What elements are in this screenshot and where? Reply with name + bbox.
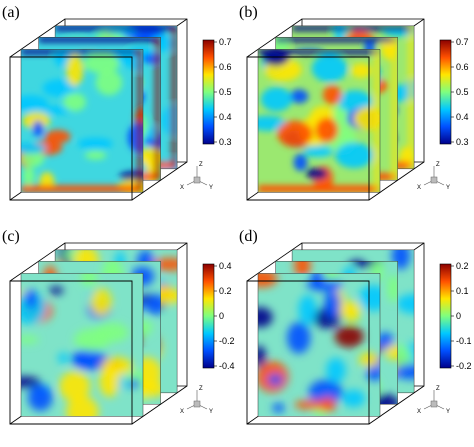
colorbar-tick-label: -0.4 [219, 361, 235, 371]
cube-figure: 0.2 0.1 0 -0.1 -0.2 Z X Y [246, 242, 472, 425]
cube-figure: 0.7 0.6 0.5 0.4 0.3 Z X Y [246, 18, 469, 201]
axis-z-label: Z [436, 162, 440, 168]
panel-d: (d) 0.2 0.1 0 -0.1 -0.2 Z X Y [237, 224, 474, 447]
axis-triad [186, 390, 208, 410]
colorbar-tick-label: -0.2 [219, 336, 235, 346]
panel-a: (a) 0.7 0.6 0.5 0.4 0.3 Z X Y [0, 0, 237, 223]
cube-front-edges [246, 56, 425, 201]
axis-x-label: X [417, 409, 421, 415]
colorbar: 0.7 0.6 0.5 0.4 0.3 [439, 37, 469, 147]
axis-z-label: Z [436, 386, 440, 392]
panel-label: (a) [2, 4, 20, 21]
panel-b: (b) 0.7 0.6 0.5 0.4 0.3 Z X Y [237, 0, 474, 223]
colorbar-tick-label: 0.1 [456, 286, 469, 296]
panel-label: (c) [2, 228, 20, 245]
axis-y-label: Y [209, 409, 213, 415]
cube-front-edges [9, 56, 188, 201]
colorbar-tick-label: 0.5 [219, 87, 232, 97]
panel-label: (b) [239, 4, 258, 21]
colorbar-tick-label: 0.4 [219, 112, 232, 122]
axis-x-label: X [417, 185, 421, 191]
axis-triad [423, 166, 445, 186]
colorbar-tick-label: 0 [219, 311, 224, 321]
colorbar-tick-label: 0.4 [456, 112, 469, 122]
axis-y-label: Y [209, 185, 213, 191]
axis-triad [186, 166, 208, 186]
colorbar-tick-label: 0.6 [219, 62, 232, 72]
slice-plane [258, 49, 380, 193]
panel-label: (d) [239, 228, 258, 245]
slice-plane [21, 273, 143, 417]
colorbar-tick-label: 0.2 [219, 286, 232, 296]
cube-front-edges [9, 280, 188, 425]
axis-y-label: Y [446, 185, 450, 191]
axis-triad [423, 390, 445, 410]
colorbar: 0.4 0.2 0 -0.2 -0.4 [202, 261, 235, 371]
slice-plane [258, 273, 380, 417]
colorbar-tick-label: 0.4 [219, 261, 232, 271]
panel-c: (c) 0.4 0.2 0 -0.2 -0.4 Z X Y [0, 224, 237, 447]
slice-plane [21, 49, 143, 193]
colorbar-tick-label: 0.5 [456, 87, 469, 97]
colorbar: 0.7 0.6 0.5 0.4 0.3 [202, 37, 232, 147]
colorbar-tick-label: 0.7 [219, 37, 232, 47]
cube-figure: 0.4 0.2 0 -0.2 -0.4 Z X Y [9, 242, 235, 425]
colorbar: 0.2 0.1 0 -0.1 -0.2 [439, 261, 472, 371]
colorbar-tick-label: -0.2 [456, 361, 472, 371]
axis-z-label: Z [199, 162, 203, 168]
colorbar-tick-label: 0.6 [456, 62, 469, 72]
colorbar-tick-label: 0.3 [456, 137, 469, 147]
axis-z-label: Z [199, 386, 203, 392]
colorbar-tick-label: 0.3 [219, 137, 232, 147]
colorbar-tick-label: 0.2 [456, 261, 469, 271]
axis-x-label: X [180, 409, 184, 415]
colorbar-tick-label: -0.1 [456, 336, 472, 346]
colorbar-tick-label: 0 [456, 311, 461, 321]
cube-front-edges [246, 280, 425, 425]
cube-figure: 0.7 0.6 0.5 0.4 0.3 Z X Y [9, 18, 232, 201]
axis-y-label: Y [446, 409, 450, 415]
colorbar-tick-label: 0.7 [456, 37, 469, 47]
axis-x-label: X [180, 185, 184, 191]
